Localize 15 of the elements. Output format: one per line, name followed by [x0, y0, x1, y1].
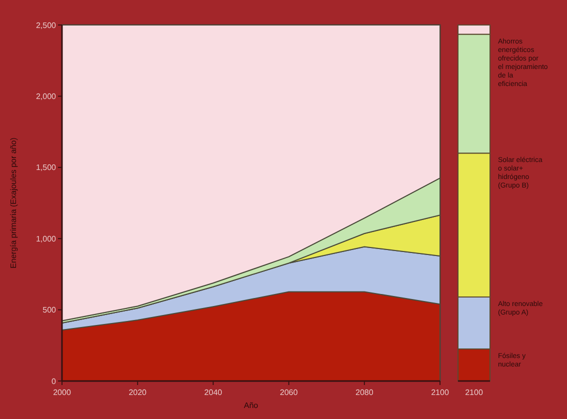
x-tick-label: 2060 — [280, 388, 298, 397]
x-axis-title: Año — [244, 401, 259, 410]
x-tick-label: 2040 — [204, 388, 223, 397]
x-tick-label: 2080 — [356, 388, 374, 397]
y-tick-label: 2,000 — [36, 92, 57, 101]
y-tick-label: 0 — [52, 376, 57, 386]
y-tick-label: 500 — [42, 306, 57, 315]
y-axis-title: Energía primaria (Exajoules por año) — [9, 137, 18, 268]
x-tick-label: 2020 — [128, 388, 148, 397]
y-tick-label: 2,500 — [36, 20, 57, 30]
x-tick-label: 2100 — [465, 388, 484, 397]
x-tick-label: 2100 — [431, 388, 450, 397]
x-tick-label: 2000 — [53, 388, 72, 397]
y-tick-label: 1,000 — [36, 234, 57, 244]
y-tick-label: 1,500 — [36, 163, 57, 172]
